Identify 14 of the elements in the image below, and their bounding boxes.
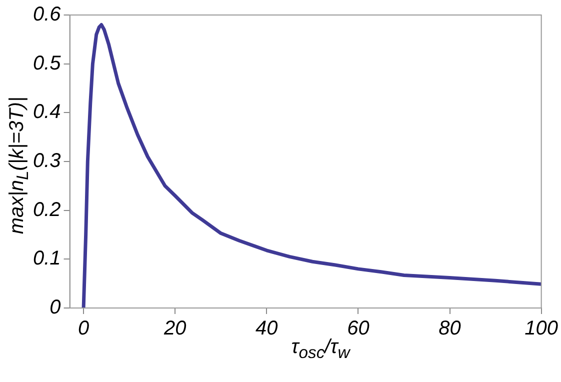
y-tick-label: 0.4 [32,101,61,124]
x-tick-label: 0 [78,318,90,340]
x-tick-label: 60 [347,318,370,340]
x-axis-title: τ$_{osc}$/τ$_{w}$ [291,336,350,362]
y-tick-label: 0 [50,296,61,319]
x-tick-label: 80 [438,318,461,340]
y-tick-label: 0.2 [32,198,61,221]
y-tick-label: 0.3 [32,150,61,172]
x-tick-label: 100 [524,318,558,340]
x-tick-label: 40 [256,318,278,340]
x-tick-label: 20 [162,318,186,340]
y-tick-label: 0.1 [32,248,61,270]
y-tick-label: 0.5 [32,52,62,74]
y-tick-label: 0.6 [32,4,62,26]
